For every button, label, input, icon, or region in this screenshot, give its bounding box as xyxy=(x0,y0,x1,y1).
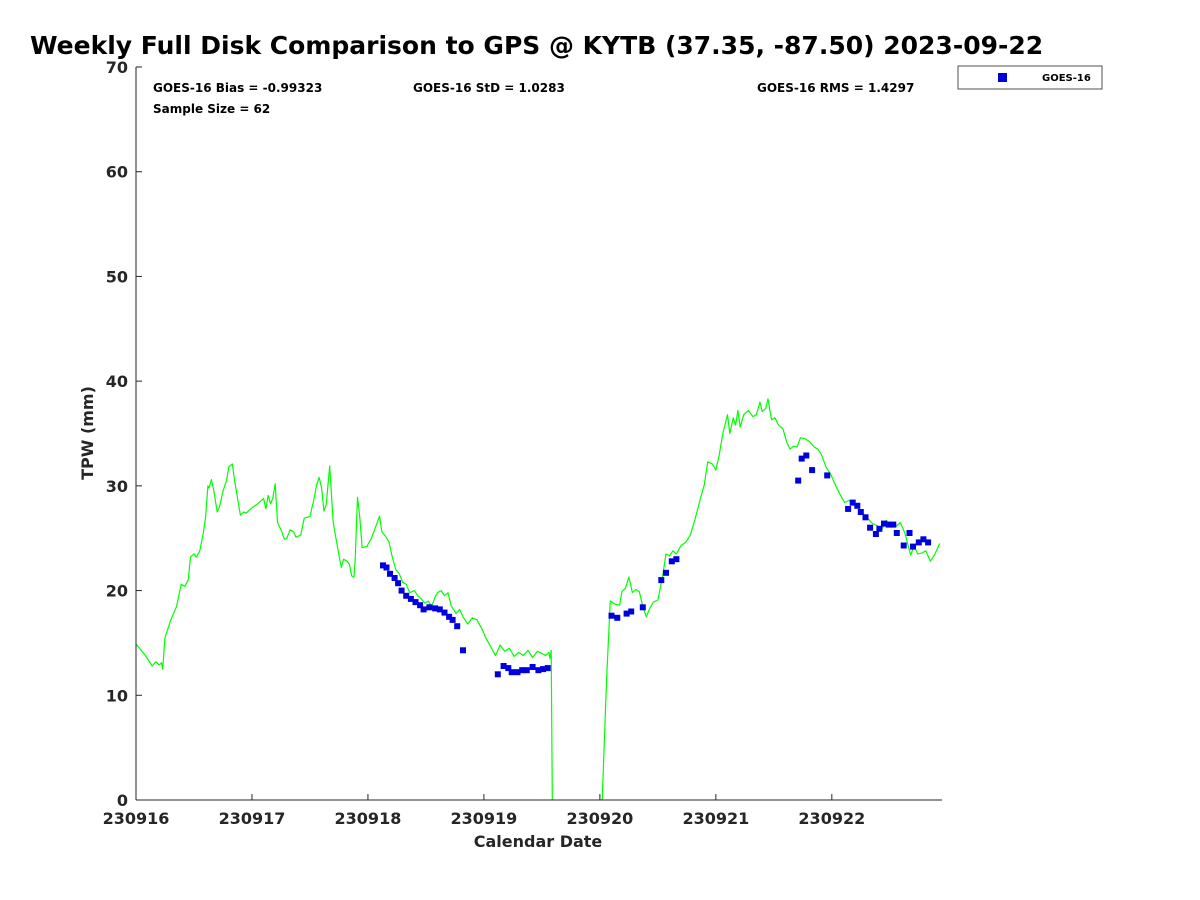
goes16-point xyxy=(403,592,410,599)
goes16-point xyxy=(436,606,443,613)
std-stat: GOES-16 StD = 1.0283 xyxy=(413,81,565,95)
goes16-point xyxy=(529,664,536,670)
goes16-point xyxy=(824,472,831,479)
goes16-point xyxy=(432,605,439,612)
goes16-point xyxy=(608,612,615,619)
goes16-point xyxy=(441,609,448,616)
goes16-point xyxy=(854,502,861,509)
y-ticks: 0 10 20 30 40 50 60 70 xyxy=(106,58,142,810)
goes16-point xyxy=(925,539,932,546)
legend: GOES-16 xyxy=(957,65,1103,90)
y-tick-label: 70 xyxy=(106,58,128,77)
x-tick-label: 230922 xyxy=(798,809,865,828)
goes16-point xyxy=(535,667,542,674)
goes16-point xyxy=(876,525,883,532)
x-tick-label: 230920 xyxy=(566,809,633,828)
y-tick-label: 10 xyxy=(106,686,128,705)
goes16-point xyxy=(885,521,892,528)
goes16-point xyxy=(803,452,810,459)
goes16-point xyxy=(920,536,927,543)
goes16-point xyxy=(398,587,405,594)
x-tick-label: 230918 xyxy=(335,809,402,828)
goes16-point xyxy=(862,514,869,521)
y-tick-label: 30 xyxy=(106,477,128,496)
goes16-point xyxy=(663,569,669,576)
goes16-point xyxy=(639,604,646,611)
goes16-point xyxy=(500,663,507,669)
goes16-point xyxy=(658,577,665,584)
goes16-point xyxy=(668,558,675,565)
goes16-point xyxy=(893,530,900,536)
rms-stat: GOES-16 RMS = 1.4297 xyxy=(757,81,914,95)
y-axis-label: TPW (mm) xyxy=(78,386,97,480)
y-tick-label: 50 xyxy=(106,267,128,286)
y-tick-label: 40 xyxy=(106,372,128,391)
legend-marker xyxy=(998,73,1007,82)
plot-area xyxy=(136,67,942,800)
goes16-point xyxy=(628,608,635,615)
goes16-point xyxy=(519,667,526,674)
goes16-point xyxy=(420,606,427,613)
y-tick-label: 0 xyxy=(117,791,128,810)
goes16-point xyxy=(544,665,551,672)
goes16-point xyxy=(915,539,922,546)
bias-stat: GOES-16 Bias = -0.99323 xyxy=(153,81,322,95)
x-ticks: 230916 230917 230918 230919 230920 230921 2309… xyxy=(103,794,865,828)
goes16-point xyxy=(906,530,913,536)
goes16-point xyxy=(857,509,864,515)
x-tick-label: 230919 xyxy=(451,809,518,828)
goes16-point xyxy=(809,467,816,474)
goes16-point xyxy=(417,602,424,609)
goes16-point xyxy=(387,570,393,577)
legend-label-goes16: GOES-16 xyxy=(1042,73,1091,84)
series-layer xyxy=(135,398,941,801)
chart-title: Weekly Full Disk Comparison to GPS @ KYT… xyxy=(30,31,1043,60)
goes16-point xyxy=(407,595,414,602)
goes16-point xyxy=(380,562,386,569)
goes16-point xyxy=(505,665,512,672)
goes16-point xyxy=(623,610,630,617)
y-tick-label: 20 xyxy=(106,582,128,601)
goes16-point xyxy=(890,521,897,528)
goes16-point xyxy=(508,669,515,676)
goes16-point xyxy=(798,455,805,462)
goes16-point xyxy=(395,580,402,587)
goes16-point xyxy=(426,604,433,611)
goes16-point xyxy=(460,647,466,654)
goes16-point xyxy=(614,614,621,621)
goes16-point xyxy=(383,564,390,571)
goes16-point xyxy=(795,477,802,484)
x-tick-label: 230916 xyxy=(103,809,170,828)
goes16-point xyxy=(412,599,419,606)
goes16-point xyxy=(540,666,547,673)
goes16-point xyxy=(494,671,501,678)
x-tick-label: 230921 xyxy=(682,809,749,828)
goes16-point xyxy=(523,667,530,674)
y-tick-label: 60 xyxy=(106,163,128,182)
goes16-point xyxy=(849,499,856,506)
goes16-point xyxy=(845,505,852,512)
x-tick-label: 230917 xyxy=(219,809,286,828)
goes16-point xyxy=(881,520,887,527)
legend-box xyxy=(957,65,1103,90)
goes16-point xyxy=(454,623,461,630)
sample-size-stat: Sample Size = 62 xyxy=(153,102,270,116)
goes16-point xyxy=(867,524,874,531)
goes16-point xyxy=(900,542,907,549)
goes16-point xyxy=(391,575,398,581)
goes16-point xyxy=(872,531,879,537)
goes16-point xyxy=(449,616,456,623)
goes16-point xyxy=(910,543,916,550)
goes16-point xyxy=(514,669,521,676)
x-axis-label: Calendar Date xyxy=(474,832,603,851)
goes16-point xyxy=(673,556,680,563)
goes16-point xyxy=(446,613,453,620)
